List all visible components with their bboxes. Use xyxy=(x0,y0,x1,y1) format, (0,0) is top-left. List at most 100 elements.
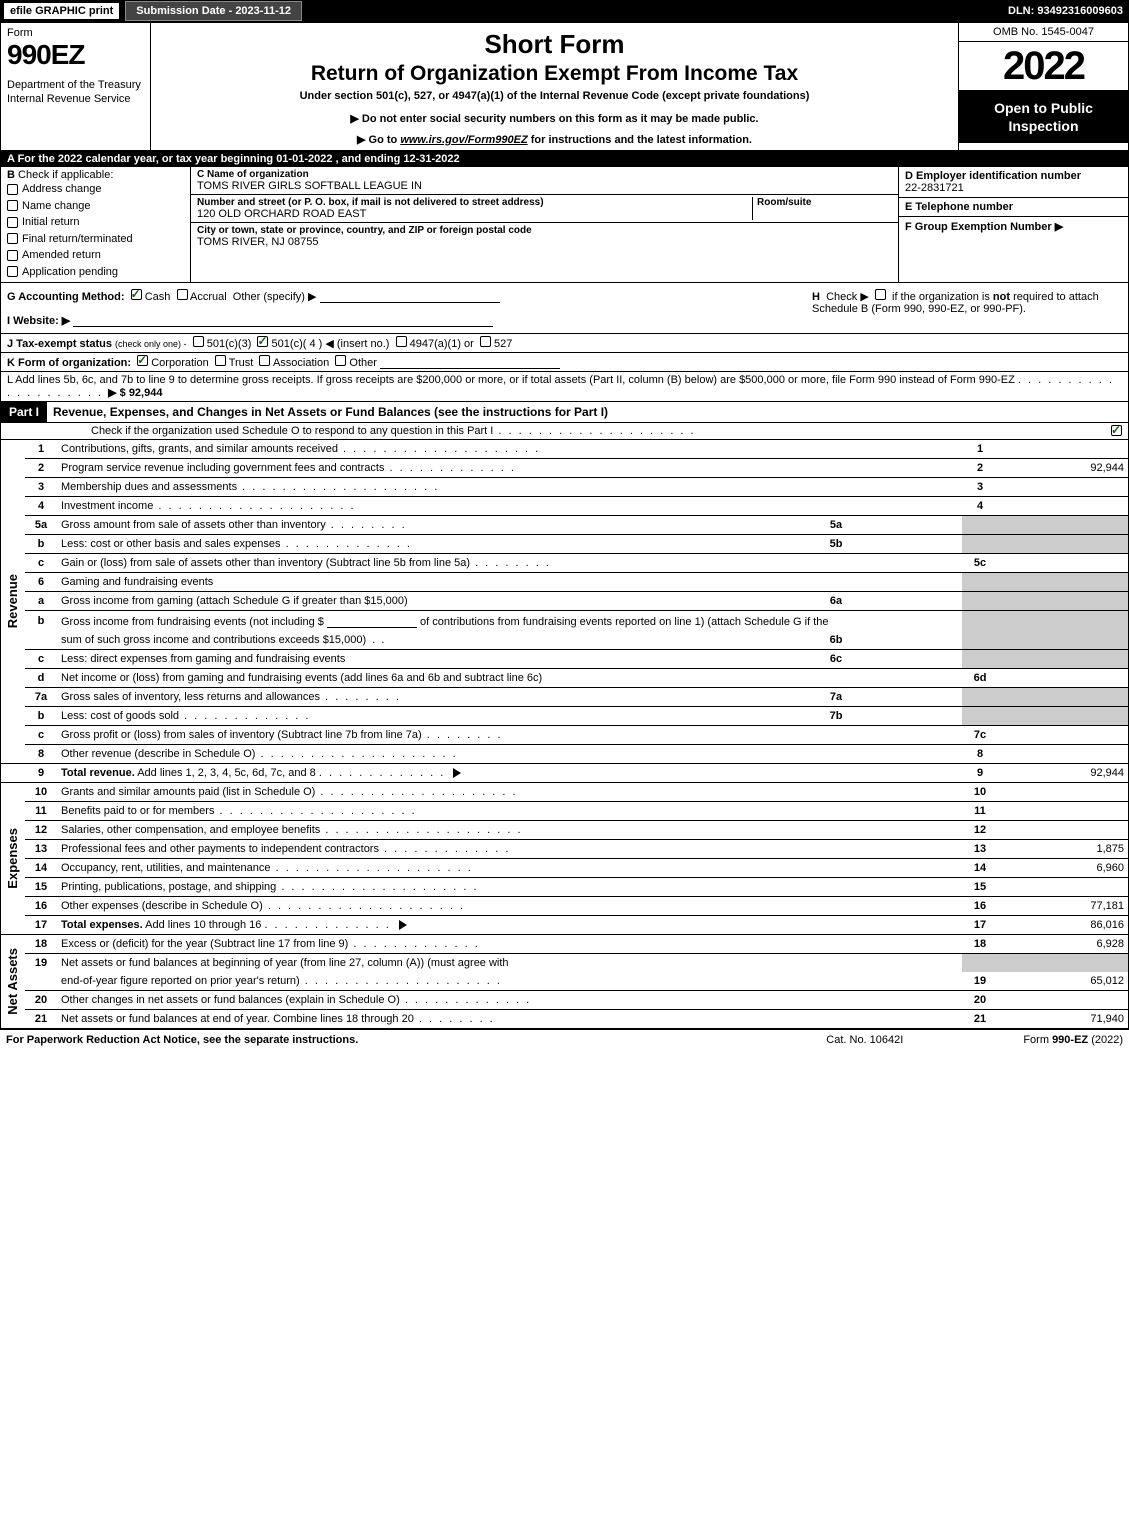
ln-3-desc: Membership dues and assessments xyxy=(61,481,237,493)
under-section: Under section 501(c), 527, or 4947(a)(1)… xyxy=(161,90,948,102)
ln-6b-col2 xyxy=(962,631,998,650)
checkbox-527[interactable] xyxy=(480,336,491,347)
ln-6b-val1 xyxy=(998,611,1128,632)
ln-6b-num: b xyxy=(25,611,57,632)
checkbox-name-change[interactable] xyxy=(7,200,18,211)
j-sub: (check only one) - xyxy=(115,339,187,349)
j-o2: 501(c)( 4 ) ◀ (insert no.) xyxy=(272,338,390,350)
row-l: L Add lines 5b, 6c, and 7b to line 9 to … xyxy=(1,372,1128,402)
g-other: Other (specify) ▶ xyxy=(233,291,317,303)
ln-15-col: 15 xyxy=(962,878,998,897)
open-public: Open to Public Inspection xyxy=(959,91,1128,143)
i-lbl: I Website: ▶ xyxy=(7,315,70,327)
ln-16-val: 77,181 xyxy=(998,897,1128,916)
ln-11-col: 11 xyxy=(962,802,998,821)
ln-18-col: 18 xyxy=(962,935,998,954)
return-title: Return of Organization Exempt From Incom… xyxy=(161,62,948,86)
footer-right-bold: 990-EZ xyxy=(1052,1034,1088,1046)
part-i-check-text: Check if the organization used Schedule … xyxy=(91,425,493,437)
ln-7b-val xyxy=(998,707,1128,726)
ln-1-val xyxy=(998,440,1128,459)
arrow-icon xyxy=(453,768,461,778)
part-i-check-row: Check if the organization used Schedule … xyxy=(1,423,1128,440)
checkbox-501c3[interactable] xyxy=(193,336,204,347)
checkbox-4947[interactable] xyxy=(396,336,407,347)
ln-8-num: 8 xyxy=(25,745,57,764)
ln-4-col: 4 xyxy=(962,497,998,516)
c-street-lbl: Number and street (or P. O. box, if mail… xyxy=(197,197,752,208)
org-name: TOMS RIVER GIRLS SOFTBALL LEAGUE IN xyxy=(197,180,892,192)
ln-13-desc: Professional fees and other payments to … xyxy=(61,843,379,855)
ln-20-val xyxy=(998,991,1128,1010)
ln-10-desc: Grants and similar amounts paid (list in… xyxy=(61,786,315,798)
j-o3: 4947(a)(1) or xyxy=(410,338,474,350)
ln-11-num: 11 xyxy=(25,802,57,821)
ln-2-val: 92,944 xyxy=(998,459,1128,478)
ln-5c-col: 5c xyxy=(962,554,998,573)
checkbox-app-pending[interactable] xyxy=(7,266,18,277)
ln-4-num: 4 xyxy=(25,497,57,516)
submission-date: Submission Date - 2023-11-12 xyxy=(125,1,302,21)
c-name-lbl: C Name of organization xyxy=(197,169,892,180)
g-accrual: Accrual xyxy=(190,291,227,303)
checkbox-amended-return[interactable] xyxy=(7,250,18,261)
checkbox-cash[interactable] xyxy=(131,289,142,300)
ln-14-desc: Occupancy, rent, utilities, and maintena… xyxy=(61,862,271,874)
checkbox-initial-return[interactable] xyxy=(7,217,18,228)
ln-6b-blank[interactable] xyxy=(327,614,417,628)
ln-7b-minival xyxy=(852,707,962,726)
ln-6a-col xyxy=(962,592,998,611)
k-other-input[interactable] xyxy=(380,355,560,369)
ln-19-col1 xyxy=(962,954,998,973)
checkbox-final-return[interactable] xyxy=(7,233,18,244)
ln-8-col: 8 xyxy=(962,745,998,764)
d-lbl: D Employer identification number xyxy=(905,170,1081,182)
k-o4: Other xyxy=(349,357,377,369)
row-k: K Form of organization: Corporation Trus… xyxy=(1,353,1128,372)
block-c: C Name of organization TOMS RIVER GIRLS … xyxy=(191,167,898,282)
ln-7c-col: 7c xyxy=(962,726,998,745)
ln-10-val xyxy=(998,783,1128,802)
ln-5a-num: 5a xyxy=(25,516,57,535)
ln-6a-num: a xyxy=(25,592,57,611)
ln-17-val: 86,016 xyxy=(998,916,1128,935)
checkbox-assoc[interactable] xyxy=(259,355,270,366)
ln-7b-col xyxy=(962,707,998,726)
g-other-input[interactable] xyxy=(320,289,500,303)
ln-6b-d2: of contributions from fundraising events… xyxy=(420,616,828,628)
dept-label: Department of the Treasury Internal Reve… xyxy=(7,79,144,107)
checkbox-h[interactable] xyxy=(875,289,886,300)
ln-11-desc: Benefits paid to or for members xyxy=(61,805,214,817)
checkbox-501c[interactable] xyxy=(257,336,268,347)
checkbox-trust[interactable] xyxy=(215,355,226,366)
ln-16-num: 16 xyxy=(25,897,57,916)
ln-20-col: 20 xyxy=(962,991,998,1010)
checkbox-corp[interactable] xyxy=(137,355,148,366)
ln-6a-desc: Gross income from gaming (attach Schedul… xyxy=(61,595,408,607)
ln-21-num: 21 xyxy=(25,1010,57,1029)
b-item-0: Address change xyxy=(22,181,102,198)
irs-link[interactable]: www.irs.gov/Form990EZ xyxy=(400,134,527,146)
ln-1-col: 1 xyxy=(962,440,998,459)
j-o1: 501(c)(3) xyxy=(207,338,252,350)
checkbox-other-org[interactable] xyxy=(335,355,346,366)
ln-18-val: 6,928 xyxy=(998,935,1128,954)
ln-16-col: 16 xyxy=(962,897,998,916)
ln-13-num: 13 xyxy=(25,840,57,859)
checkbox-part-i[interactable] xyxy=(1111,425,1122,436)
ln-15-val xyxy=(998,878,1128,897)
org-street: 120 OLD ORCHARD ROAD EAST xyxy=(197,208,752,220)
ln-12-num: 12 xyxy=(25,821,57,840)
ln-6c-mini: 6c xyxy=(820,650,852,669)
checkbox-address-change[interactable] xyxy=(7,184,18,195)
form-header: Form 990EZ Department of the Treasury In… xyxy=(1,23,1128,151)
b-item-1: Name change xyxy=(22,198,91,215)
checkbox-accrual[interactable] xyxy=(177,289,188,300)
b-item-2: Initial return xyxy=(22,214,79,231)
goto-post: for instructions and the latest informat… xyxy=(528,134,752,146)
ln-5c-num: c xyxy=(25,554,57,573)
ln-6c-desc: Less: direct expenses from gaming and fu… xyxy=(61,653,345,665)
dln: DLN: 93492316009603 xyxy=(1008,5,1123,17)
website-input[interactable] xyxy=(73,313,493,327)
block-b: B Check if applicable: Address change Na… xyxy=(1,167,191,282)
